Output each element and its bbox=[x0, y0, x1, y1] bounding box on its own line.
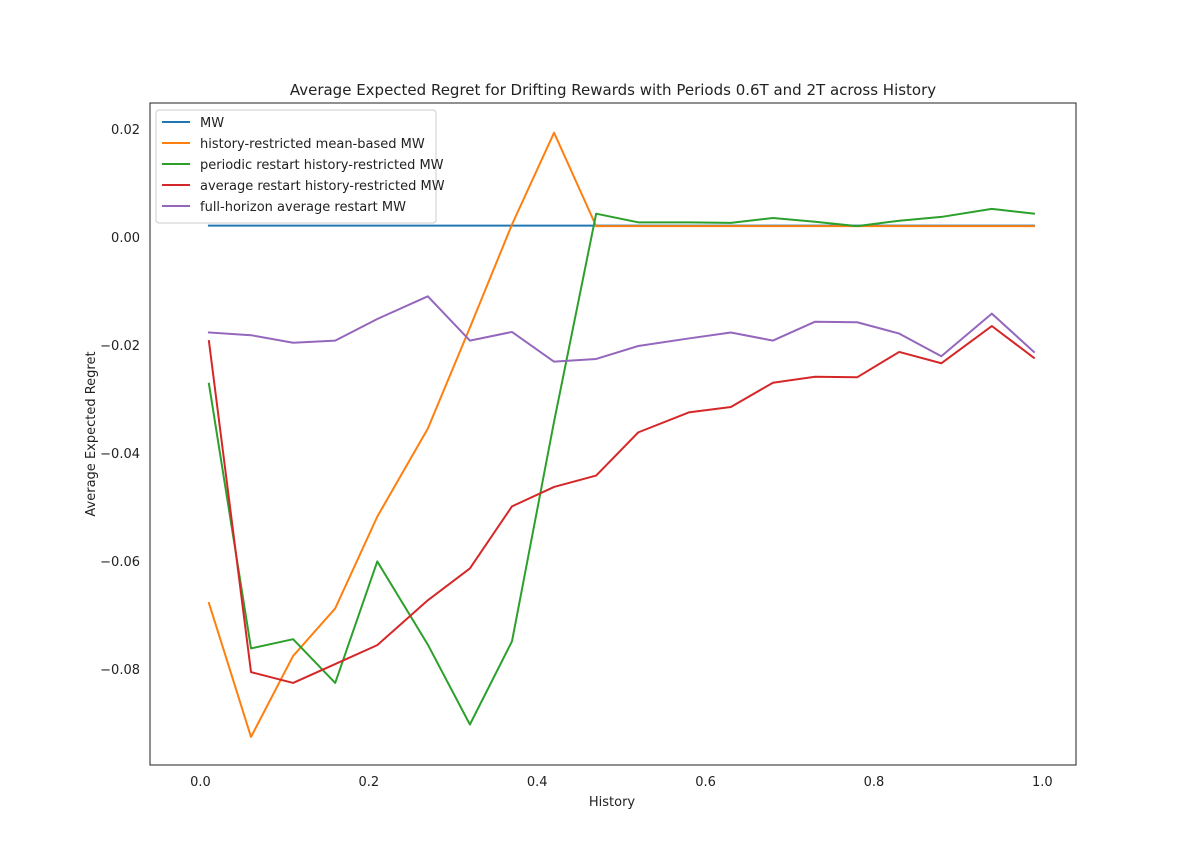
legend-entry: MW bbox=[200, 116, 224, 131]
x-axis-ticks: 0.0 0.2 0.4 0.6 0.8 1.0 bbox=[190, 775, 1053, 790]
series-line-1 bbox=[207, 131, 1035, 738]
x-tick-label: 0.8 bbox=[864, 775, 885, 790]
series-lines bbox=[207, 131, 1036, 738]
legend-box bbox=[155, 109, 437, 224]
y-tick-label: −0.08 bbox=[100, 663, 140, 678]
series-line-2 bbox=[207, 207, 1036, 726]
x-tick-label: 0.0 bbox=[190, 775, 211, 790]
legend-entry: history-restricted mean-based MW bbox=[200, 137, 425, 152]
x-tick-label: 0.6 bbox=[695, 775, 716, 790]
x-tick-label: 1.0 bbox=[1032, 775, 1053, 790]
series-line-3 bbox=[207, 325, 1036, 684]
y-tick-label: −0.06 bbox=[100, 555, 140, 570]
legend: MW history-restricted mean-based MW period… bbox=[155, 109, 445, 224]
legend-entry: periodic restart history-restricted MW bbox=[200, 158, 444, 173]
y-axis-ticks: 0.02 0.00 −0.02 −0.04 −0.06 −0.08 bbox=[100, 123, 140, 678]
y-tick-label: 0.00 bbox=[111, 231, 140, 246]
y-tick-label: −0.04 bbox=[100, 447, 140, 462]
x-tick-label: 0.4 bbox=[527, 775, 548, 790]
series-line-4 bbox=[207, 295, 1036, 363]
legend-entry: full-horizon average restart MW bbox=[200, 200, 406, 215]
legend-entry: average restart history-restricted MW bbox=[200, 179, 445, 194]
x-tick-label: 0.2 bbox=[359, 775, 380, 790]
x-axis-label: History bbox=[589, 795, 636, 810]
y-axis-label: Average Expected Regret bbox=[84, 351, 99, 516]
chart-title: Average Expected Regret for Drifting Rew… bbox=[290, 81, 936, 99]
y-tick-label: 0.02 bbox=[111, 123, 140, 138]
y-tick-label: −0.02 bbox=[100, 339, 140, 354]
